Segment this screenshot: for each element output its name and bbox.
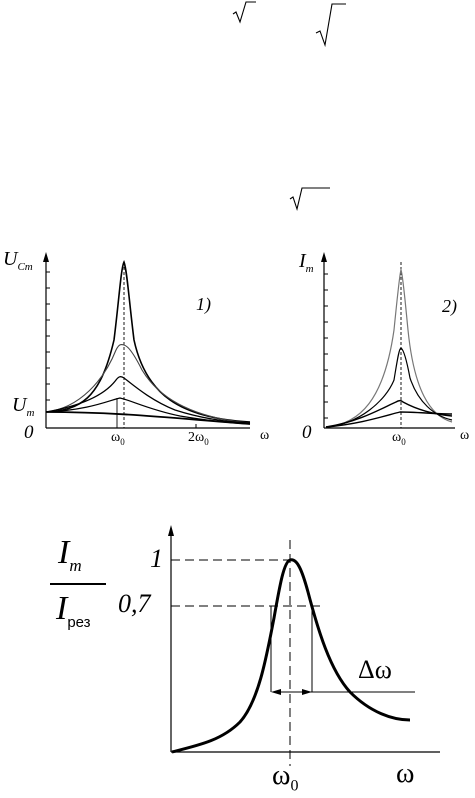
bottom-tick-07: 0,7 xyxy=(118,589,151,618)
left-curve-flat xyxy=(45,411,251,425)
right-origin-label: 0 xyxy=(302,422,312,443)
radical-sign-1 xyxy=(232,1,256,24)
bottom-x-axis-label: ω xyxy=(396,758,415,789)
right-x-axis-label: ω xyxy=(460,428,470,443)
left-y-ticks xyxy=(46,271,50,401)
bottom-y-arrow xyxy=(168,525,174,536)
right-x-tick-w0: ω0 xyxy=(392,430,406,447)
left-curve-low-q xyxy=(45,376,251,424)
left-y-axis-label: UCm xyxy=(3,248,33,273)
right-curve-lowest-q xyxy=(325,411,453,428)
left-x-tick-2w0: 2ω0 xyxy=(188,430,209,447)
bottom-ylabel-fraction-bar xyxy=(50,583,106,585)
left-curve-high-q xyxy=(45,259,251,423)
left-panel-label: 1) xyxy=(196,294,211,314)
right-panel-label: 2) xyxy=(442,296,457,316)
bottom-ylabel-numerator: Im xyxy=(58,534,82,575)
right-y-arrow xyxy=(321,252,327,262)
right-curve-mid-q xyxy=(325,347,453,428)
left-curve-mid-q xyxy=(45,343,251,424)
bottom-tick-1: 1 xyxy=(150,544,163,573)
bottom-normalized-resonance-plot xyxy=(168,525,440,766)
left-um-label: Um xyxy=(12,394,35,419)
right-resonance-plot xyxy=(321,252,455,429)
resonance-curve xyxy=(171,558,411,754)
radical-sign-2 xyxy=(315,3,346,48)
right-y-ticks xyxy=(324,273,328,419)
left-origin-label: 0 xyxy=(24,422,34,443)
left-x-axis-label: ω xyxy=(260,428,270,443)
bottom-x-tick-w0: ω0 xyxy=(272,760,299,795)
right-curve-low-q xyxy=(325,399,453,428)
bottom-delta-label: Δω xyxy=(358,655,392,684)
left-y-arrow xyxy=(43,252,49,262)
bottom-ylabel-denominator: Iрез xyxy=(56,590,91,631)
radical-sign-3 xyxy=(289,187,330,212)
left-x-tick-w0: ω0 xyxy=(111,430,125,447)
right-y-axis-label: Im xyxy=(299,250,314,275)
left-resonance-plot xyxy=(43,252,251,429)
right-curve-high-q xyxy=(325,268,453,428)
